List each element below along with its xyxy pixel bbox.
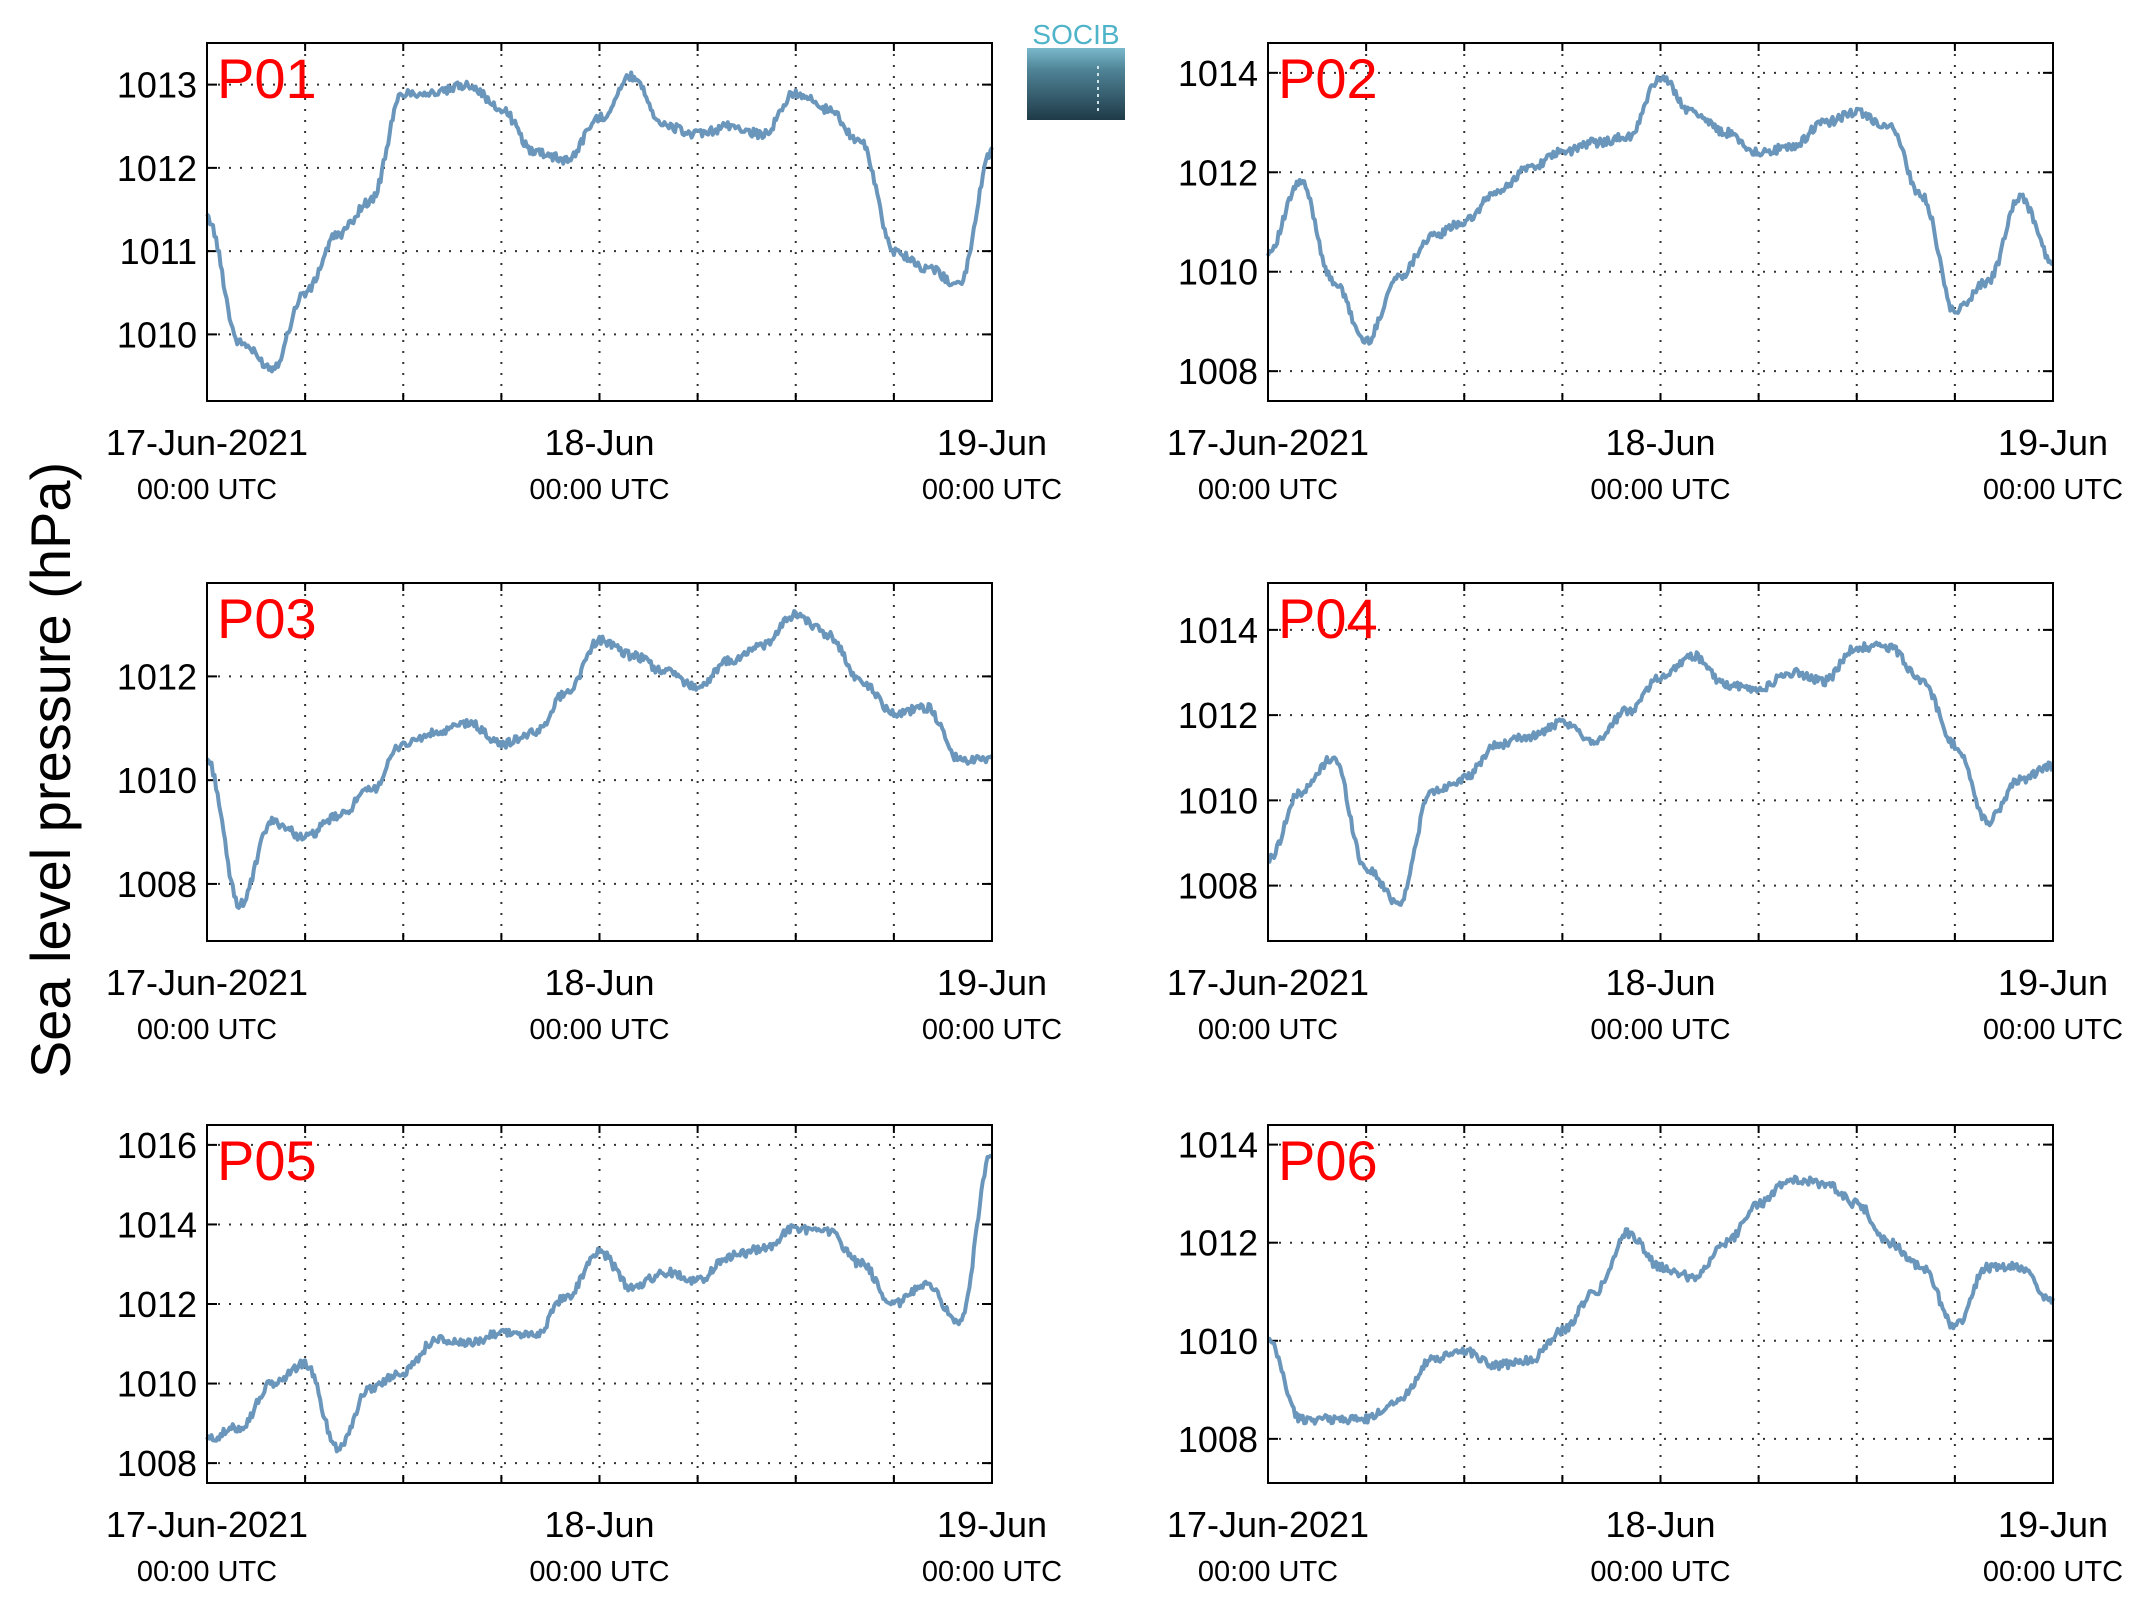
series-line-p06 xyxy=(1267,1174,2055,1426)
x-tick-sublabel: 00:00 UTC xyxy=(529,1556,669,1588)
x-tick-label: 19-Jun xyxy=(1998,962,2108,1003)
x-tick-sublabel: 00:00 UTC xyxy=(529,1014,669,1046)
panel-label: P02 xyxy=(1278,47,1378,110)
y-tick-label: 1014 xyxy=(117,1204,197,1245)
x-tick-sublabel: 00:00 UTC xyxy=(1590,1556,1730,1588)
y-tick-label: 1014 xyxy=(1178,610,1258,651)
axes-box xyxy=(206,582,993,942)
y-tick-label: 1008 xyxy=(1178,1419,1258,1460)
x-tick-label: 18-Jun xyxy=(1605,1504,1715,1545)
panel-label: P05 xyxy=(217,1129,317,1192)
panel-label: P04 xyxy=(1278,587,1378,650)
x-tick-label: 19-Jun xyxy=(1998,422,2108,463)
panel-p06: 1008 1010 1012 1014 17-Jun-2021 00:00 UTC 18-J… xyxy=(1167,1124,2123,1588)
axes-box xyxy=(1267,42,2054,402)
x-tick-sublabel: 00:00 UTC xyxy=(1590,1014,1730,1046)
x-tick-sublabel: 00:00 UTC xyxy=(529,474,669,506)
y-axis-label: Sea level pressure (hPa) xyxy=(19,462,82,1078)
y-tick-label: 1010 xyxy=(117,1364,197,1405)
y-tick-label: 1008 xyxy=(1178,351,1258,392)
series-line-p05 xyxy=(205,1153,993,1454)
x-tick-sublabel: 00:00 UTC xyxy=(1983,1014,2123,1046)
y-tick-label: 1012 xyxy=(1178,1223,1258,1264)
x-tick-sublabel: 00:00 UTC xyxy=(922,474,1062,506)
x-tick-label: 17-Jun-2021 xyxy=(106,422,308,463)
x-tick-sublabel: 00:00 UTC xyxy=(922,1014,1062,1046)
series-line-p03 xyxy=(205,609,994,910)
x-tick-label: 17-Jun-2021 xyxy=(1167,1504,1369,1545)
panel-p02: 1008 1010 1012 1014 17-Jun-2021 00:00 UTC 18-J… xyxy=(1167,42,2123,506)
y-tick-label: 1008 xyxy=(1178,866,1258,907)
x-tick-label: 18-Jun xyxy=(544,962,654,1003)
x-tick-sublabel: 00:00 UTC xyxy=(137,1556,277,1588)
panel-label: P06 xyxy=(1278,1129,1378,1192)
y-tick-label: 1012 xyxy=(117,148,197,189)
x-tick-label: 19-Jun xyxy=(937,962,1047,1003)
y-tick-label: 1012 xyxy=(1178,152,1258,193)
y-tick-label: 1012 xyxy=(1178,695,1258,736)
x-tick-label: 17-Jun-2021 xyxy=(1167,422,1369,463)
x-tick-label: 18-Jun xyxy=(1605,962,1715,1003)
socib-logo: SOCIB xyxy=(1027,19,1125,120)
socib-logo-block xyxy=(1027,48,1125,120)
series-line-p04 xyxy=(1267,640,2054,907)
axes-box xyxy=(1267,1124,2054,1484)
x-tick-label: 19-Jun xyxy=(1998,1504,2108,1545)
x-tick-sublabel: 00:00 UTC xyxy=(1983,474,2123,506)
y-tick-label: 1008 xyxy=(117,1443,197,1484)
y-tick-label: 1011 xyxy=(120,231,197,272)
socib-logo-text: SOCIB xyxy=(1032,19,1119,50)
y-tick-label: 1010 xyxy=(117,760,197,801)
panel-p05: 1008 1010 1012 1014 1016 17-Jun-2021 00:00 UTC… xyxy=(106,1124,1062,1588)
series-line-p02 xyxy=(1266,74,2054,346)
x-tick-label: 19-Jun xyxy=(937,422,1047,463)
x-tick-sublabel: 00:00 UTC xyxy=(137,1014,277,1046)
x-tick-label: 17-Jun-2021 xyxy=(106,1504,308,1545)
y-tick-label: 1013 xyxy=(117,65,197,106)
y-tick-label: 1010 xyxy=(1178,252,1258,293)
x-tick-label: 17-Jun-2021 xyxy=(1167,962,1369,1003)
x-tick-label: 17-Jun-2021 xyxy=(106,962,308,1003)
axes-box xyxy=(206,1124,993,1484)
y-tick-label: 1010 xyxy=(117,314,197,355)
y-tick-label: 1010 xyxy=(1178,780,1258,821)
y-tick-label: 1012 xyxy=(117,656,197,697)
y-tick-label: 1016 xyxy=(117,1125,197,1166)
y-tick-label: 1008 xyxy=(117,864,197,905)
x-tick-sublabel: 00:00 UTC xyxy=(1198,1014,1338,1046)
x-tick-sublabel: 00:00 UTC xyxy=(137,474,277,506)
panel-label: P03 xyxy=(217,587,317,650)
panel-label: P01 xyxy=(217,47,317,110)
x-tick-label: 18-Jun xyxy=(1605,422,1715,463)
axes-box xyxy=(206,42,993,402)
x-tick-sublabel: 00:00 UTC xyxy=(1198,474,1338,506)
axes-box xyxy=(1267,582,2054,942)
series-line-p01 xyxy=(205,70,994,374)
x-tick-sublabel: 00:00 UTC xyxy=(1983,1556,2123,1588)
x-tick-sublabel: 00:00 UTC xyxy=(1590,474,1730,506)
y-tick-label: 1012 xyxy=(117,1284,197,1325)
y-tick-label: 1014 xyxy=(1178,53,1258,94)
y-tick-label: 1014 xyxy=(1178,1125,1258,1166)
panel-p01: 1010 1011 1012 1013 17-Jun-2021 00:00 UTC 18-J… xyxy=(106,42,1062,506)
panel-p03: 1008 1010 1012 17-Jun-2021 00:00 UTC 18-Jun 00… xyxy=(106,582,1062,1046)
x-tick-label: 18-Jun xyxy=(544,1504,654,1545)
y-tick-label: 1010 xyxy=(1178,1321,1258,1362)
x-tick-label: 18-Jun xyxy=(544,422,654,463)
panel-p04: 1008 1010 1012 1014 17-Jun-2021 00:00 UTC 18-J… xyxy=(1167,582,2123,1046)
x-tick-sublabel: 00:00 UTC xyxy=(1198,1556,1338,1588)
x-tick-label: 19-Jun xyxy=(937,1504,1047,1545)
x-tick-sublabel: 00:00 UTC xyxy=(922,1556,1062,1588)
